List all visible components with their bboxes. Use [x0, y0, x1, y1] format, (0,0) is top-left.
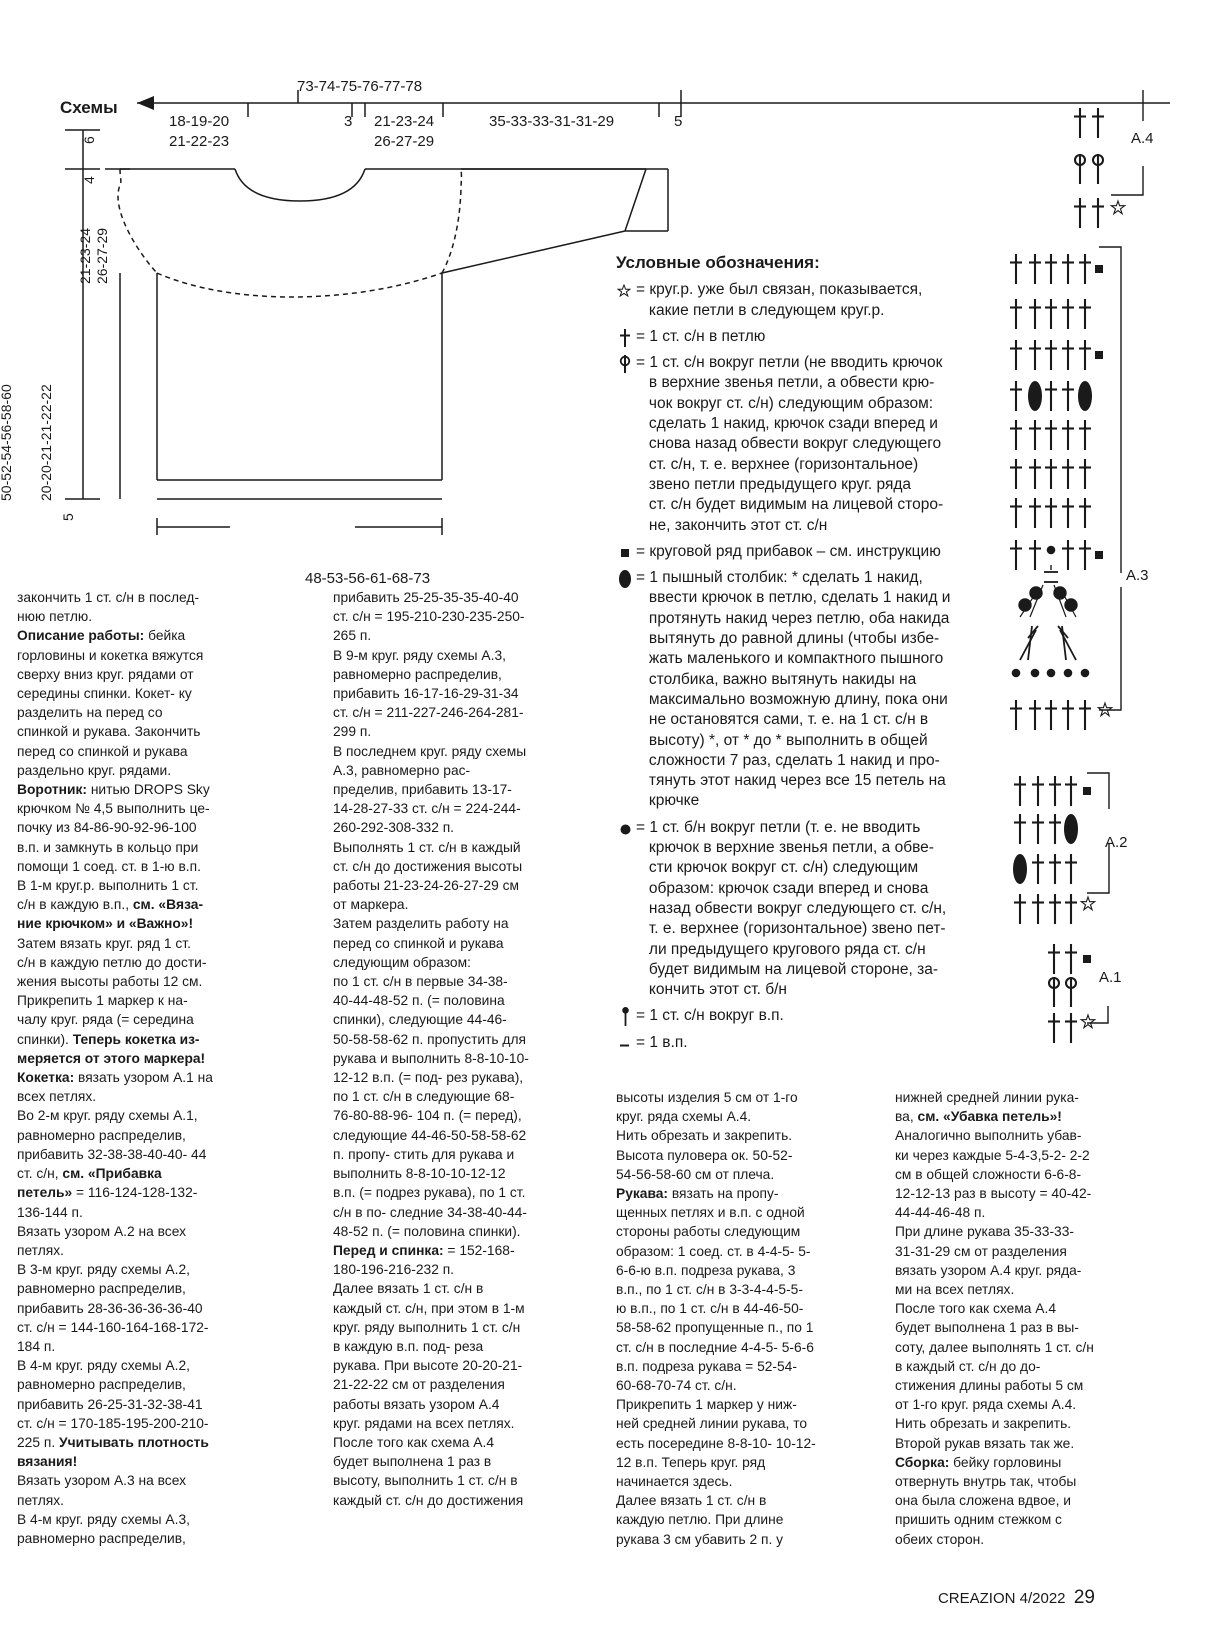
svg-text:A.4: A.4: [1131, 130, 1154, 147]
svg-text:A.3: A.3: [1126, 567, 1149, 584]
svg-text:A.1: A.1: [1099, 969, 1122, 986]
